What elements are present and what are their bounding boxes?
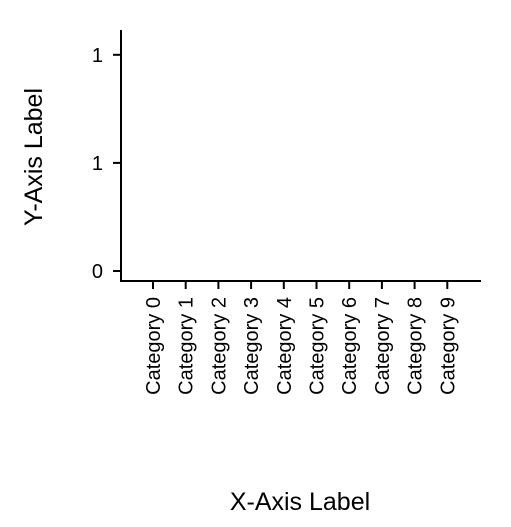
- x-tick-label: Category 3: [241, 297, 263, 395]
- plot-area: 011 Category 0 Category 1 Category 2 Catego…: [92, 30, 481, 395]
- x-axis-label: X-Axis Label: [230, 488, 370, 516]
- x-tick-label: Category 4: [274, 297, 296, 395]
- x-tick-label: Category 8: [405, 297, 427, 395]
- y-axis-label: Y-Axis Label: [20, 88, 48, 226]
- y-tick-label: 1: [92, 45, 103, 67]
- y-axis-ticks: 0 1 1: [92, 45, 121, 283]
- x-tick-label: Category 0: [143, 297, 165, 395]
- x-tick-label: Category 7: [372, 297, 394, 395]
- x-axis-ticks: Category 0 Category 1 Category 2 Category 3…: [143, 281, 459, 395]
- x-tick-label: Category 2: [208, 297, 230, 395]
- y-tick-label: 1: [92, 153, 103, 175]
- y-tick-label: 0: [92, 261, 103, 283]
- x-tick-label: Category 6: [339, 297, 361, 395]
- x-tick-label: Category 5: [307, 297, 329, 395]
- x-tick-label: Category 9: [437, 297, 459, 395]
- x-tick-label: Category 1: [176, 297, 198, 395]
